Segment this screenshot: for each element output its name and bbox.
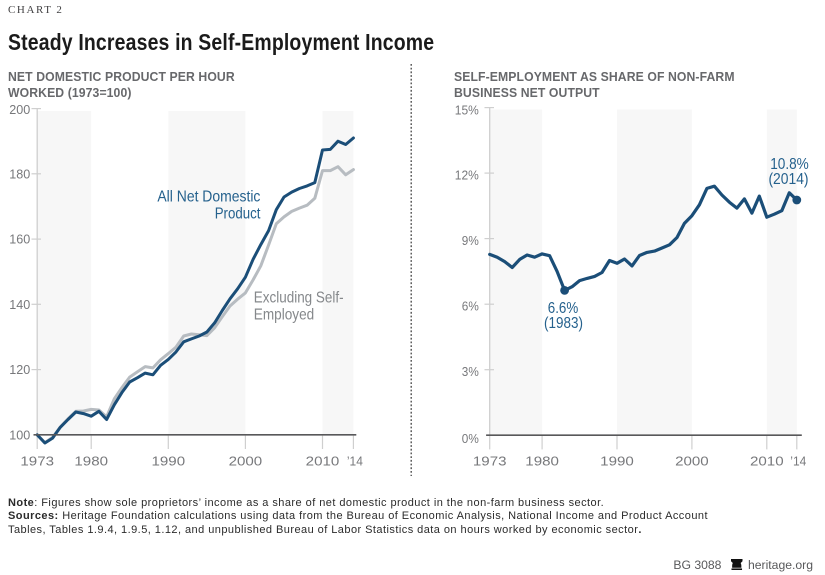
svg-text:2000: 2000 (675, 454, 709, 469)
svg-text:0%: 0% (462, 431, 479, 446)
svg-text:1980: 1980 (525, 454, 559, 469)
svg-text:200: 200 (9, 102, 30, 117)
svg-text:180: 180 (9, 166, 30, 181)
svg-text:160: 160 (9, 232, 30, 247)
svg-text:2010: 2010 (306, 454, 340, 469)
svg-text:1980: 1980 (74, 454, 108, 469)
svg-text:1973: 1973 (20, 454, 54, 469)
svg-text:Employed: Employed (254, 306, 314, 323)
svg-text:2010: 2010 (750, 454, 784, 469)
svg-text:(1983): (1983) (544, 315, 583, 332)
svg-text:Product: Product (215, 206, 261, 223)
svg-text:9%: 9% (462, 233, 479, 248)
svg-text:1990: 1990 (600, 454, 634, 469)
svg-text:All Net Domestic: All Net Domestic (157, 189, 260, 206)
svg-text:Excluding Self-: Excluding Self- (254, 290, 344, 307)
svg-text:100: 100 (9, 427, 30, 442)
svg-text:1990: 1990 (152, 454, 186, 469)
svg-text:1973: 1973 (473, 454, 507, 469)
svg-text:3%: 3% (462, 364, 479, 379)
svg-text:2000: 2000 (229, 454, 263, 469)
svg-text:120: 120 (9, 362, 30, 377)
svg-text:(2014): (2014) (768, 171, 808, 188)
svg-text:6.6%: 6.6% (548, 300, 579, 317)
svg-text:140: 140 (9, 297, 30, 312)
svg-text:’14: ’14 (347, 454, 363, 469)
svg-text:12%: 12% (455, 168, 479, 183)
svg-text:’14: ’14 (790, 454, 806, 469)
svg-text:6%: 6% (462, 299, 479, 314)
svg-text:15%: 15% (455, 103, 479, 118)
svg-text:10.8%: 10.8% (770, 156, 809, 173)
